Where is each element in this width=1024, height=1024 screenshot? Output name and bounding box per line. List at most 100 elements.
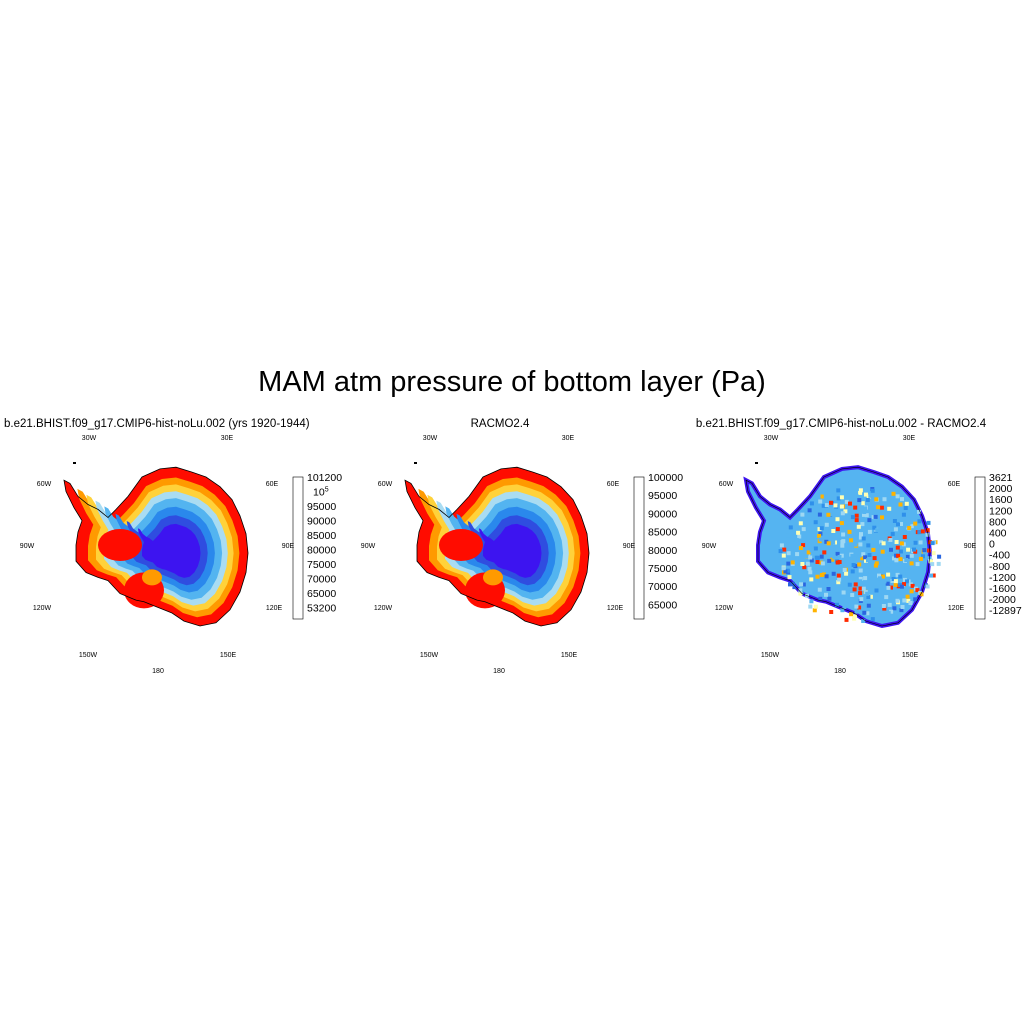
difference-cell	[894, 540, 899, 544]
difference-cell	[894, 558, 899, 563]
difference-cell	[824, 592, 828, 597]
difference-cell	[800, 512, 805, 517]
difference-cell	[909, 542, 914, 546]
colorbar-label: 100000	[648, 472, 683, 484]
difference-cell	[925, 528, 930, 533]
difference-cell	[909, 589, 914, 594]
difference-cell	[861, 536, 866, 541]
panel-title: b.e21.BHIST.f09_g17.CMIP6-hist-noLu.002 …	[696, 418, 987, 430]
difference-cell	[808, 570, 813, 575]
colorbar-label: 1600	[989, 494, 1013, 506]
difference-cell	[801, 582, 806, 587]
difference-cell	[804, 554, 809, 558]
difference-cell	[917, 509, 921, 514]
longitude-labels: 30W 30E 60W 60E 90W 90E 120W 120E 150W 150E 180	[702, 435, 977, 675]
difference-cell	[809, 577, 814, 582]
difference-cell	[895, 545, 900, 550]
difference-cell	[829, 529, 833, 534]
difference-cell	[891, 491, 896, 496]
difference-cell	[794, 538, 799, 542]
panel-title: RACMO2.4	[471, 418, 530, 430]
difference-cell	[788, 525, 793, 530]
difference-cell	[902, 577, 907, 582]
difference-cell	[915, 562, 920, 567]
difference-cell	[835, 517, 840, 522]
ice-shelf-zone	[483, 569, 503, 586]
colorbar-label: 800	[989, 516, 1007, 528]
colorbar-label: -1600	[989, 583, 1016, 595]
difference-cell	[813, 520, 818, 525]
difference-cell	[866, 603, 871, 608]
difference-cell	[836, 573, 841, 578]
difference-cell	[913, 549, 918, 554]
difference-cell	[912, 547, 916, 552]
difference-cell	[919, 562, 924, 567]
difference-cell	[910, 530, 915, 535]
difference-cell	[895, 572, 900, 577]
difference-cell	[913, 553, 918, 558]
difference-cell	[820, 561, 825, 566]
longitude-label: 180	[834, 668, 846, 675]
difference-cell	[809, 558, 814, 563]
longitude-label: 30E	[562, 435, 575, 442]
difference-cell	[899, 584, 904, 589]
difference-cell	[863, 506, 868, 511]
difference-cell	[881, 563, 886, 568]
difference-cell	[936, 561, 941, 566]
difference-cell	[824, 574, 829, 579]
difference-cell	[909, 561, 914, 566]
difference-cell	[858, 586, 863, 591]
islet-mark	[73, 462, 76, 464]
difference-cell	[893, 582, 898, 587]
difference-cell	[831, 571, 836, 576]
longitude-label: 150W	[420, 652, 439, 659]
difference-cell	[850, 569, 855, 574]
difference-cell	[908, 601, 913, 605]
difference-cell	[889, 585, 893, 590]
difference-cell	[853, 542, 858, 547]
difference-cell	[857, 562, 862, 567]
difference-cell	[892, 567, 896, 571]
difference-cell	[917, 519, 922, 524]
difference-cell	[870, 497, 875, 502]
map-panel-3: b.e21.BHIST.f09_g17.CMIP6-hist-noLu.002 …	[696, 418, 1022, 675]
difference-cell	[799, 582, 804, 587]
difference-cell	[862, 512, 866, 517]
difference-cell	[782, 547, 787, 552]
difference-cell	[843, 509, 848, 514]
difference-cell	[931, 551, 936, 556]
difference-cell	[895, 598, 900, 603]
difference-cell	[889, 547, 893, 552]
difference-cell	[874, 497, 879, 502]
difference-cell	[866, 595, 871, 599]
difference-cell	[800, 562, 805, 566]
difference-cell	[896, 553, 901, 558]
difference-cell	[805, 561, 810, 566]
difference-cell	[839, 521, 844, 526]
difference-cell	[826, 587, 831, 591]
difference-cell	[870, 488, 875, 493]
difference-cell	[796, 530, 801, 535]
longitude-label: 90W	[20, 543, 35, 550]
difference-cell	[920, 565, 925, 570]
longitude-label: 120W	[374, 605, 393, 612]
map-panel-2: RACMO2.4 30W 30E 60W 60E 90W 90E 120W 120E 150W 15…	[361, 418, 683, 675]
difference-cell	[818, 499, 823, 504]
difference-cell	[821, 503, 826, 508]
difference-cell	[815, 574, 820, 579]
difference-cell	[792, 585, 797, 590]
difference-cell	[835, 527, 840, 532]
difference-cell	[905, 554, 910, 559]
difference-cell	[893, 527, 898, 532]
difference-cell	[865, 498, 870, 502]
colorbar-label: 1200	[989, 505, 1013, 517]
difference-cell	[847, 582, 852, 587]
longitude-label: 30E	[221, 435, 234, 442]
antarctica-map	[63, 462, 249, 627]
difference-cell	[840, 543, 845, 548]
difference-cell	[886, 611, 891, 616]
difference-cell	[906, 598, 911, 603]
difference-cell	[857, 498, 862, 503]
difference-cell	[807, 566, 812, 571]
difference-cell	[877, 594, 882, 598]
